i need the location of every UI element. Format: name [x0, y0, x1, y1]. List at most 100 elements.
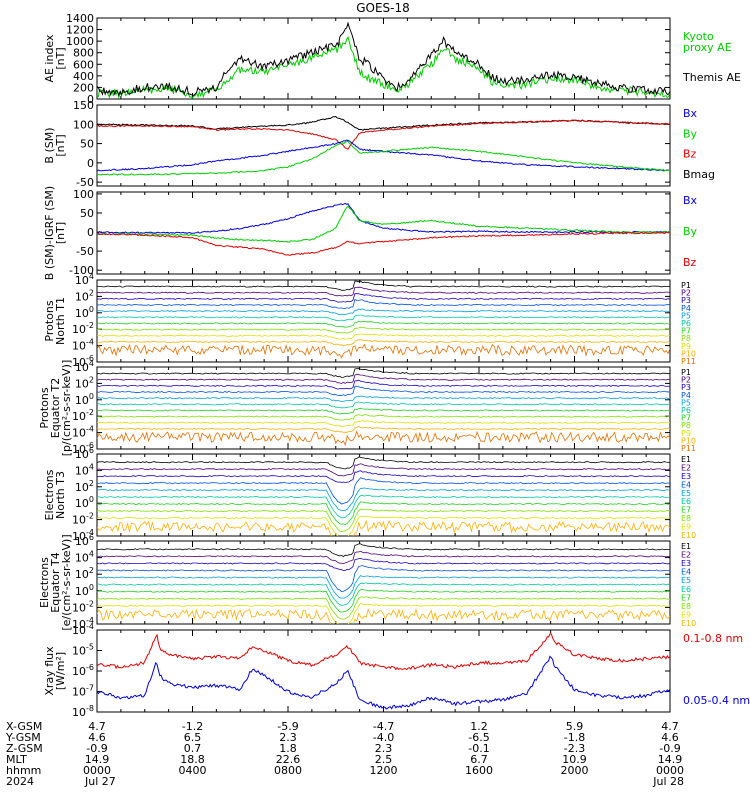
channel-label: E3: [681, 559, 691, 568]
ephemeris-value: 2.3: [279, 731, 297, 744]
channel-line: [97, 420, 670, 427]
y-tick-label: 104: [75, 272, 94, 287]
series-line: [97, 655, 670, 710]
channel-label: P3: [681, 383, 691, 392]
ephemeris-value: 2.5: [375, 753, 393, 766]
channel-label: E2: [681, 551, 691, 560]
channel-label: E7: [681, 506, 691, 515]
channel-line: [97, 293, 670, 303]
channel-label: E6: [681, 585, 691, 594]
channel-label: P9: [681, 342, 691, 351]
channel-label: P7: [681, 414, 691, 423]
ephemeris-value: 4.6: [661, 731, 679, 744]
panel-data: [97, 21, 670, 99]
y-tick-label: 100: [75, 495, 94, 510]
channel-line: [97, 501, 670, 525]
channel-line: [97, 308, 670, 316]
legend-label: By: [683, 127, 698, 140]
channel-label: E7: [681, 593, 691, 602]
panel-data: [97, 280, 670, 359]
y-tick-label: 10-5: [72, 643, 94, 658]
channel-label: P8: [681, 421, 691, 430]
ephemeris-value: -1.2: [182, 720, 203, 733]
ephemeris-value: Jul 27: [84, 775, 116, 788]
y-axis-label: [nT]: [54, 47, 67, 69]
panel-frame: [96, 540, 671, 625]
ephemeris-row-label: 2024: [6, 775, 34, 788]
ephemeris-value: -4.7: [373, 720, 394, 733]
ephemeris-value: 0000: [656, 764, 684, 777]
channel-label: E1: [681, 542, 691, 551]
channel-line: [97, 368, 670, 378]
channel-line: [97, 602, 670, 624]
y-tick-label: 104: [75, 359, 94, 374]
channel-label: P11: [681, 444, 696, 453]
channel-label: E8: [681, 602, 691, 611]
y-tick-label: 0: [87, 93, 94, 106]
y-tick-label: 1200: [66, 24, 94, 37]
channel-line: [97, 401, 670, 409]
channel-label: E6: [681, 497, 691, 506]
panel-bsm: -50 0 50 100 150 B (SM)[nT] Bx By Bz Bmag: [43, 99, 715, 189]
panel-data: [97, 456, 670, 536]
legend-label: Bz: [683, 256, 697, 269]
channel-label: P8: [681, 334, 691, 343]
ephemeris-value: -5.9: [277, 720, 298, 733]
y-tick-label: 400: [73, 70, 94, 83]
channel-label: E1: [681, 455, 691, 464]
panel-data: [97, 115, 670, 176]
channel-label: P9: [681, 429, 691, 438]
y-tick-label: 1400: [66, 12, 94, 25]
y-axis-label: B (SM)-IGRF (SM): [43, 186, 56, 280]
series-line: [97, 119, 670, 150]
y-axis-label: [e/(cm²-s-sr-keV)]: [60, 534, 73, 630]
channel-label: E5: [681, 489, 691, 498]
ephemeris-value: 2000: [561, 764, 589, 777]
y-tick-label: 0: [87, 157, 94, 170]
channel-line: [97, 373, 670, 384]
y-tick-label: 10-4: [72, 338, 94, 353]
y-tick-label: 100: [73, 118, 94, 131]
ephemeris-value: 22.6: [276, 753, 301, 766]
channel-line: [97, 339, 670, 347]
ephemeris-row-label: Z-GSM: [6, 742, 43, 755]
channel-line: [97, 575, 670, 599]
y-axis-label: Xray flux: [43, 646, 56, 696]
y-tick-label: 600: [73, 58, 94, 71]
channel-label: P10: [681, 349, 696, 358]
channel-label: E8: [681, 514, 691, 523]
channel-line: [97, 333, 670, 340]
y-tick-label: 104: [75, 462, 94, 477]
legend-label: Bmag: [683, 168, 715, 181]
series-line: [97, 139, 670, 172]
y-tick-label: 800: [73, 47, 94, 60]
panel-bigrf: -100 -50 0 50 100 B (SM)-IGRF (SM)[nT] Bx By Bz: [43, 186, 698, 280]
channel-label: P10: [681, 436, 696, 445]
y-tick-label: 150: [73, 99, 94, 112]
ephemeris-row-label: hhmm: [6, 764, 41, 777]
y-axis-label: Equator T2: [49, 378, 62, 438]
legend-label: 0.05-0.4 nm: [683, 694, 750, 707]
channel-label: E10: [681, 531, 696, 540]
legend-label: By: [683, 225, 698, 238]
ephemeris-table: X-GSMY-GSMZ-GSMMLThhmm20244.74.6-0.914.9…: [5, 720, 684, 788]
channel-line: [97, 608, 670, 624]
y-tick-label: 10-6: [72, 663, 94, 678]
y-tick-label: 10-8: [72, 704, 94, 719]
channel-line: [97, 395, 670, 402]
panel-xray: 10-4 10-5 10-6 10-7 10-8 Xray flux[W/m²] 0.1-0…: [43, 622, 750, 719]
ephemeris-value: 6.7: [470, 753, 488, 766]
series-line: [97, 202, 670, 234]
channel-line: [97, 286, 670, 297]
channel-line: [97, 385, 670, 397]
channel-label: P3: [681, 296, 691, 305]
ephemeris-value: 4.7: [661, 720, 679, 733]
channel-label: E9: [681, 523, 691, 532]
y-tick-label: 104: [75, 550, 94, 565]
channel-line: [97, 414, 670, 421]
y-tick-label: 100: [73, 188, 94, 201]
y-tick-label: 100: [75, 583, 94, 598]
